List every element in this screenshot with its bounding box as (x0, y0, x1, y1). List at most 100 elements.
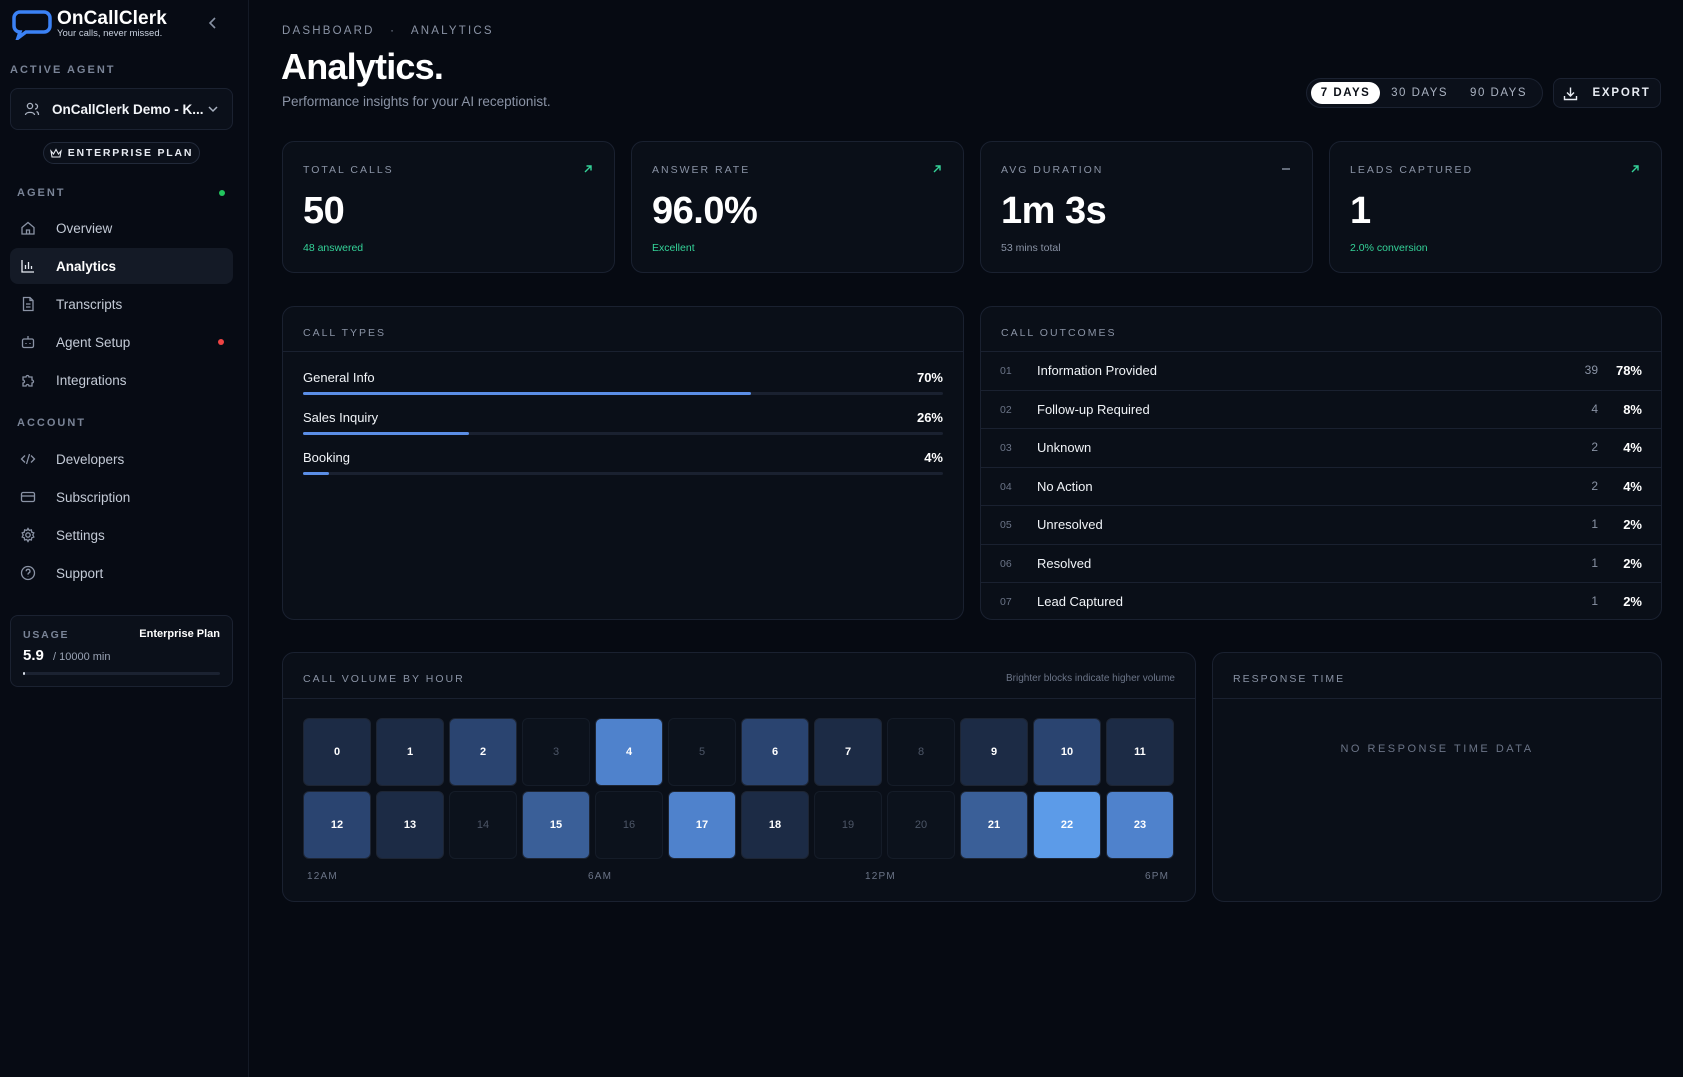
outcome-row[interactable]: 01 Information Provided 39 78% (981, 351, 1661, 389)
trend-up-icon (933, 165, 941, 173)
hour-cell-13[interactable]: 13 (376, 791, 444, 859)
hour-cell-14[interactable]: 14 (449, 791, 517, 859)
call-type-percent: 4% (924, 450, 943, 465)
axis-label-12am: 12AM (307, 871, 338, 882)
hour-cell-1[interactable]: 1 (376, 718, 444, 786)
outcome-name: Unresolved (1037, 517, 1103, 532)
range-7-days-button[interactable]: 7 DAYS (1311, 82, 1381, 104)
collapse-sidebar-button[interactable] (205, 15, 221, 31)
hour-cell-11[interactable]: 11 (1106, 718, 1174, 786)
outcome-index: 06 (1000, 557, 1012, 570)
usage-bar (23, 672, 220, 675)
stat-value: 1 (1350, 190, 1371, 232)
hour-cell-10[interactable]: 10 (1033, 718, 1101, 786)
sidebar: OnCallClerk Your calls, never missed. AC… (0, 0, 249, 1077)
call-type-bar-fill (303, 432, 470, 435)
outcome-count: 2 (1591, 440, 1598, 454)
range-90-days-button[interactable]: 90 DAYS (1470, 87, 1527, 99)
range-30-days-button[interactable]: 30 DAYS (1391, 87, 1449, 99)
sidebar-item-transcripts[interactable]: Transcripts (10, 286, 233, 322)
call-type-name: Sales Inquiry (303, 410, 379, 425)
outcome-percent: 8% (1623, 401, 1642, 417)
usage-value: 5.9 (23, 647, 44, 664)
outcome-name: Information Provided (1037, 363, 1157, 378)
agent-section-label: AGENT (17, 187, 66, 199)
breadcrumb-separator: · (390, 25, 397, 37)
hour-cell-17[interactable]: 17 (668, 791, 736, 859)
sidebar-item-analytics[interactable]: Analytics (10, 248, 233, 284)
breadcrumb-dashboard[interactable]: DASHBOARD (282, 25, 375, 37)
outcome-row[interactable]: 02 Follow-up Required 4 8% (981, 389, 1661, 428)
hour-cell-20[interactable]: 20 (887, 791, 955, 859)
hour-cell-2[interactable]: 2 (449, 718, 517, 786)
call-types-card: CALL TYPES General Info 70% Sales Inquir… (282, 306, 964, 620)
sidebar-item-agent-setup[interactable]: Agent Setup (10, 324, 233, 360)
hour-cell-16[interactable]: 16 (595, 791, 663, 859)
outcome-name: No Action (1037, 478, 1093, 494)
outcome-index: 07 (1000, 596, 1012, 608)
call-type-name: Booking (303, 450, 350, 465)
hour-cell-3[interactable]: 3 (522, 718, 590, 786)
call-type-percent: 70% (916, 370, 943, 385)
sidebar-item-label: Developers (56, 451, 125, 467)
stat-value: 96.0% (652, 190, 758, 232)
axis-label-6am: 6AM (588, 871, 613, 882)
outcome-percent: 2% (1623, 517, 1642, 532)
outcome-row[interactable]: 04 No Action 2 4% (981, 466, 1661, 505)
hour-cell-7[interactable]: 7 (814, 718, 882, 786)
outcome-row[interactable]: 05 Unresolved 1 2% (981, 505, 1661, 543)
divider (283, 698, 1195, 699)
outcome-name: Lead Captured (1037, 594, 1124, 609)
chevron-down-icon (208, 106, 218, 113)
response-time-card: RESPONSE TIME NO RESPONSE TIME DATA (1212, 652, 1662, 902)
sidebar-item-developers[interactable]: Developers (10, 441, 233, 477)
chevron-left-icon (208, 17, 216, 29)
hour-cell-6[interactable]: 6 (741, 718, 809, 786)
hour-cell-19[interactable]: 19 (814, 791, 882, 859)
outcome-row[interactable]: 06 Resolved 1 2% (981, 543, 1661, 582)
sidebar-item-label: Agent Setup (56, 334, 131, 350)
call-outcomes-title: CALL OUTCOMES (1001, 327, 1117, 339)
stat-value: 50 (303, 190, 345, 232)
stat-label: LEADS CAPTURED (1350, 164, 1474, 176)
outcome-row[interactable]: 03 Unknown 2 4% (981, 428, 1661, 466)
account-section-label: ACCOUNT (17, 417, 86, 429)
download-icon (1564, 87, 1578, 100)
hour-cell-22[interactable]: 22 (1033, 791, 1101, 859)
outcome-percent: 4% (1623, 478, 1642, 494)
sidebar-item-overview[interactable]: Overview (10, 210, 233, 246)
hour-cell-15[interactable]: 15 (522, 791, 590, 859)
brand[interactable]: OnCallClerk Your calls, never missed. (12, 8, 167, 40)
hour-cell-5[interactable]: 5 (668, 718, 736, 786)
hour-cell-21[interactable]: 21 (960, 791, 1028, 859)
sidebar-item-support[interactable]: Support (10, 555, 233, 591)
outcome-row[interactable]: 07 Lead Captured 1 2% (981, 582, 1661, 619)
hour-cell-12[interactable]: 12 (303, 791, 371, 859)
outcome-percent: 78% (1615, 363, 1642, 378)
agent-selector[interactable]: OnCallClerk Demo - K... (10, 88, 233, 130)
sidebar-item-settings[interactable]: Settings (10, 517, 233, 553)
hour-cell-18[interactable]: 18 (741, 791, 809, 859)
document-icon (20, 296, 36, 312)
outcome-index: 03 (1000, 442, 1012, 454)
active-agent-label: ACTIVE AGENT (10, 64, 116, 76)
hour-cell-8[interactable]: 8 (887, 718, 955, 786)
hour-cell-9[interactable]: 9 (960, 718, 1028, 786)
call-type-bar (303, 432, 943, 435)
trend-up-icon (584, 165, 592, 173)
export-button[interactable]: EXPORT (1553, 78, 1661, 108)
hour-cell-23[interactable]: 23 (1106, 791, 1174, 859)
sidebar-item-label: Integrations (56, 372, 127, 388)
hour-cell-4[interactable]: 4 (595, 718, 663, 786)
call-type-bar (303, 392, 943, 395)
hour-cell-0[interactable]: 0 (303, 718, 371, 786)
bar-chart-icon (20, 258, 36, 274)
axis-label-12pm: 12PM (865, 871, 896, 882)
sidebar-item-integrations[interactable]: Integrations (10, 362, 233, 398)
outcome-index: 01 (1000, 365, 1012, 377)
stat-card-avg-duration: AVG DURATION 1m 3s 53 mins total (980, 141, 1313, 273)
outcome-name: Unknown (1037, 440, 1092, 455)
users-icon (24, 102, 40, 116)
call-type-name: General Info (303, 370, 375, 385)
sidebar-item-subscription[interactable]: Subscription (10, 479, 233, 515)
